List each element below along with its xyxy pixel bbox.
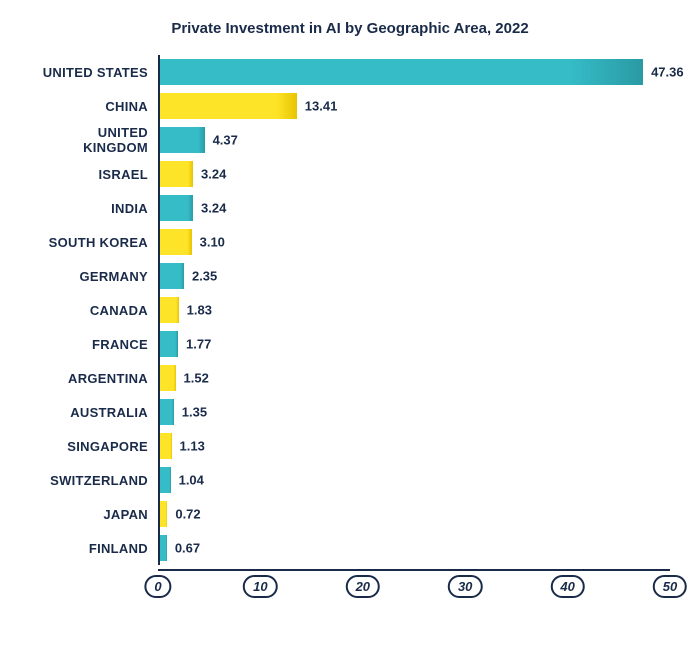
- category-label: CHINA: [30, 99, 158, 114]
- bar: 1.13: [160, 433, 172, 459]
- chart-body: UNITED STATES47.36CHINA13.41UNITED KINGD…: [30, 55, 670, 565]
- ai-investment-chart: Private Investment in AI by Geographic A…: [0, 0, 700, 654]
- category-label: SINGAPORE: [30, 439, 158, 454]
- bar: 1.77: [160, 331, 178, 357]
- bar-row: FINLAND0.67: [30, 531, 670, 565]
- x-tick: 30: [448, 575, 482, 598]
- bar-row: INDIA3.24: [30, 191, 670, 225]
- category-label: CANADA: [30, 303, 158, 318]
- value-label: 13.41: [305, 99, 338, 114]
- bar-area: 3.24: [158, 191, 670, 225]
- bar-area: 1.04: [158, 463, 670, 497]
- bar-area: 0.67: [158, 531, 670, 565]
- x-axis: 01020304050: [30, 569, 670, 609]
- bar: 3.24: [160, 195, 193, 221]
- bar-row: GERMANY2.35: [30, 259, 670, 293]
- bar-row: FRANCE1.77: [30, 327, 670, 361]
- bar-area: 3.10: [158, 225, 670, 259]
- value-label: 1.83: [187, 303, 212, 318]
- bar-area: 13.41: [158, 89, 670, 123]
- bar-row: SOUTH KOREA3.10: [30, 225, 670, 259]
- bar-row: AUSTRALIA1.35: [30, 395, 670, 429]
- bar-row: ISRAEL3.24: [30, 157, 670, 191]
- bar: 1.35: [160, 399, 174, 425]
- x-tick: 0: [144, 575, 171, 598]
- value-label: 0.72: [175, 507, 200, 522]
- bar-row: CANADA1.83: [30, 293, 670, 327]
- value-label: 3.24: [201, 201, 226, 216]
- bar-row: UNITED STATES47.36: [30, 55, 670, 89]
- value-label: 1.52: [184, 371, 209, 386]
- bar-area: 0.72: [158, 497, 670, 531]
- category-label: AUSTRALIA: [30, 405, 158, 420]
- value-label: 4.37: [213, 133, 238, 148]
- bar-area: 1.13: [158, 429, 670, 463]
- category-label: FRANCE: [30, 337, 158, 352]
- value-label: 2.35: [192, 269, 217, 284]
- bar: 3.24: [160, 161, 193, 187]
- bar: 47.36: [160, 59, 643, 85]
- chart-title: Private Investment in AI by Geographic A…: [30, 20, 670, 37]
- bar-area: 1.77: [158, 327, 670, 361]
- category-label: ISRAEL: [30, 167, 158, 182]
- bar: 0.72: [160, 501, 167, 527]
- x-tick: 20: [346, 575, 380, 598]
- bar-row: UNITED KINGDOM4.37: [30, 123, 670, 157]
- category-label: GERMANY: [30, 269, 158, 284]
- value-label: 0.67: [175, 541, 200, 556]
- value-label: 3.10: [200, 235, 225, 250]
- bar-area: 3.24: [158, 157, 670, 191]
- bar: 1.83: [160, 297, 179, 323]
- bar: 3.10: [160, 229, 192, 255]
- category-label: UNITED STATES: [30, 65, 158, 80]
- x-tick: 50: [653, 575, 687, 598]
- category-label: ARGENTINA: [30, 371, 158, 386]
- bar-area: 1.52: [158, 361, 670, 395]
- category-label: UNITED KINGDOM: [30, 125, 158, 155]
- bar-row: SWITZERLAND1.04: [30, 463, 670, 497]
- category-label: INDIA: [30, 201, 158, 216]
- bar-row: JAPAN0.72: [30, 497, 670, 531]
- bar-row: CHINA13.41: [30, 89, 670, 123]
- bar: 1.04: [160, 467, 171, 493]
- category-label: SOUTH KOREA: [30, 235, 158, 250]
- category-label: FINLAND: [30, 541, 158, 556]
- value-label: 1.35: [182, 405, 207, 420]
- bar: 1.52: [160, 365, 176, 391]
- value-label: 47.36: [651, 65, 684, 80]
- x-tick: 40: [550, 575, 584, 598]
- bar-area: 2.35: [158, 259, 670, 293]
- category-label: JAPAN: [30, 507, 158, 522]
- bar-area: 4.37: [158, 123, 670, 157]
- bar: 0.67: [160, 535, 167, 561]
- value-label: 1.13: [180, 439, 205, 454]
- value-label: 1.04: [179, 473, 204, 488]
- bar: 13.41: [160, 93, 297, 119]
- bar-row: ARGENTINA1.52: [30, 361, 670, 395]
- bar: 4.37: [160, 127, 205, 153]
- bar-area: 1.35: [158, 395, 670, 429]
- category-label: SWITZERLAND: [30, 473, 158, 488]
- bar-area: 1.83: [158, 293, 670, 327]
- bar-row: SINGAPORE1.13: [30, 429, 670, 463]
- x-tick: 10: [243, 575, 277, 598]
- bar-area: 47.36: [158, 55, 670, 89]
- value-label: 1.77: [186, 337, 211, 352]
- value-label: 3.24: [201, 167, 226, 182]
- bar: 2.35: [160, 263, 184, 289]
